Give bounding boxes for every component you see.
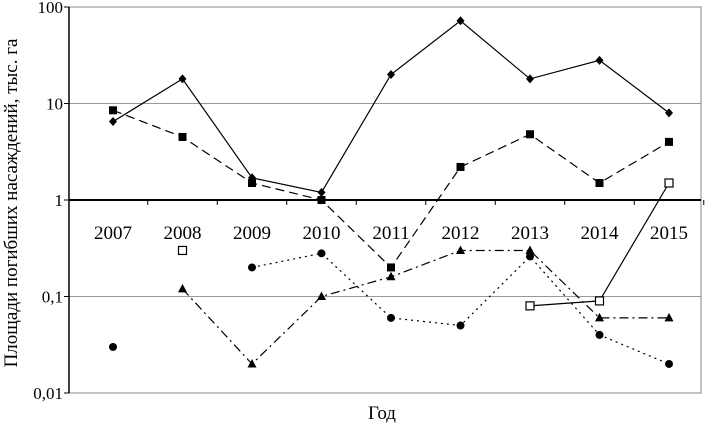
- series-3-marker: [664, 312, 674, 322]
- series-3-marker: [525, 245, 535, 254]
- x-axis-title: Год: [368, 403, 396, 424]
- series-3-marker: [456, 245, 465, 254]
- y-tick-label: 0,1: [42, 288, 63, 307]
- x-category-label: 2009: [233, 223, 271, 244]
- series-3-marker: [386, 271, 396, 281]
- series-1-marker: [109, 117, 117, 127]
- series-4-marker: [526, 252, 534, 261]
- x-category-label: 2011: [372, 223, 409, 244]
- series-5-marker: [177, 245, 188, 256]
- series-2-marker: [387, 263, 395, 272]
- series-2-marker: [526, 130, 534, 139]
- series-5-line: [529, 182, 670, 307]
- series-1-marker: [595, 55, 604, 65]
- series-2-marker: [456, 162, 465, 171]
- y-tick-label: 1: [55, 191, 64, 210]
- series-4-marker: [387, 313, 395, 322]
- series-2-marker: [317, 196, 326, 204]
- series-4-marker: [109, 342, 117, 351]
- y-axis-title: Площади погибших насаждений, тыс. га: [1, 38, 22, 367]
- series-3-marker: [247, 358, 257, 368]
- series-4-marker: [317, 249, 326, 258]
- series-4-marker: [595, 330, 604, 339]
- series-4-line: [251, 252, 670, 365]
- series-2-marker: [595, 179, 604, 188]
- series-1-marker: [456, 16, 465, 26]
- series-3-marker: [317, 291, 326, 300]
- y-tick-label: 10: [46, 95, 63, 114]
- series-3-line: [182, 249, 669, 365]
- x-category-label: 2008: [164, 223, 202, 244]
- series-1-marker: [178, 74, 187, 84]
- series-markers: [109, 16, 674, 368]
- axes: [64, 6, 705, 394]
- series-1-marker: [317, 187, 326, 197]
- series-3-marker: [595, 312, 604, 322]
- y-tick-label: 100: [38, 0, 64, 17]
- series-1-marker: [526, 74, 534, 84]
- series-2-marker: [665, 137, 673, 146]
- series-5-marker: [594, 296, 605, 306]
- series-5-marker: [525, 301, 535, 311]
- x-category-label: 2015: [650, 223, 688, 244]
- x-category-label: 2010: [303, 223, 341, 244]
- series-1-marker: [387, 69, 395, 79]
- x-category-label: 2012: [442, 223, 480, 244]
- series-2-marker: [109, 106, 117, 115]
- series-4-marker: [665, 359, 673, 368]
- x-category-label: 2007: [94, 223, 132, 244]
- series-5-marker: [664, 178, 674, 188]
- y-tick-label: 0,01: [33, 384, 63, 403]
- series-3-marker: [178, 283, 187, 293]
- x-category-label: 2013: [511, 223, 549, 244]
- series-2-marker: [248, 179, 256, 188]
- x-category-label: 2014: [581, 223, 620, 244]
- series-1-line: [112, 20, 670, 194]
- series-4-marker: [456, 321, 465, 330]
- series-2-marker: [178, 132, 187, 141]
- x-category-labels: 2007 2008 2009 2010 2011 2012 2013 2014 2015: [94, 223, 688, 244]
- series-4-marker: [248, 263, 256, 272]
- y-tick-labels: 0,01 0,1 1 10 100: [33, 0, 63, 403]
- series-1-marker: [665, 108, 673, 118]
